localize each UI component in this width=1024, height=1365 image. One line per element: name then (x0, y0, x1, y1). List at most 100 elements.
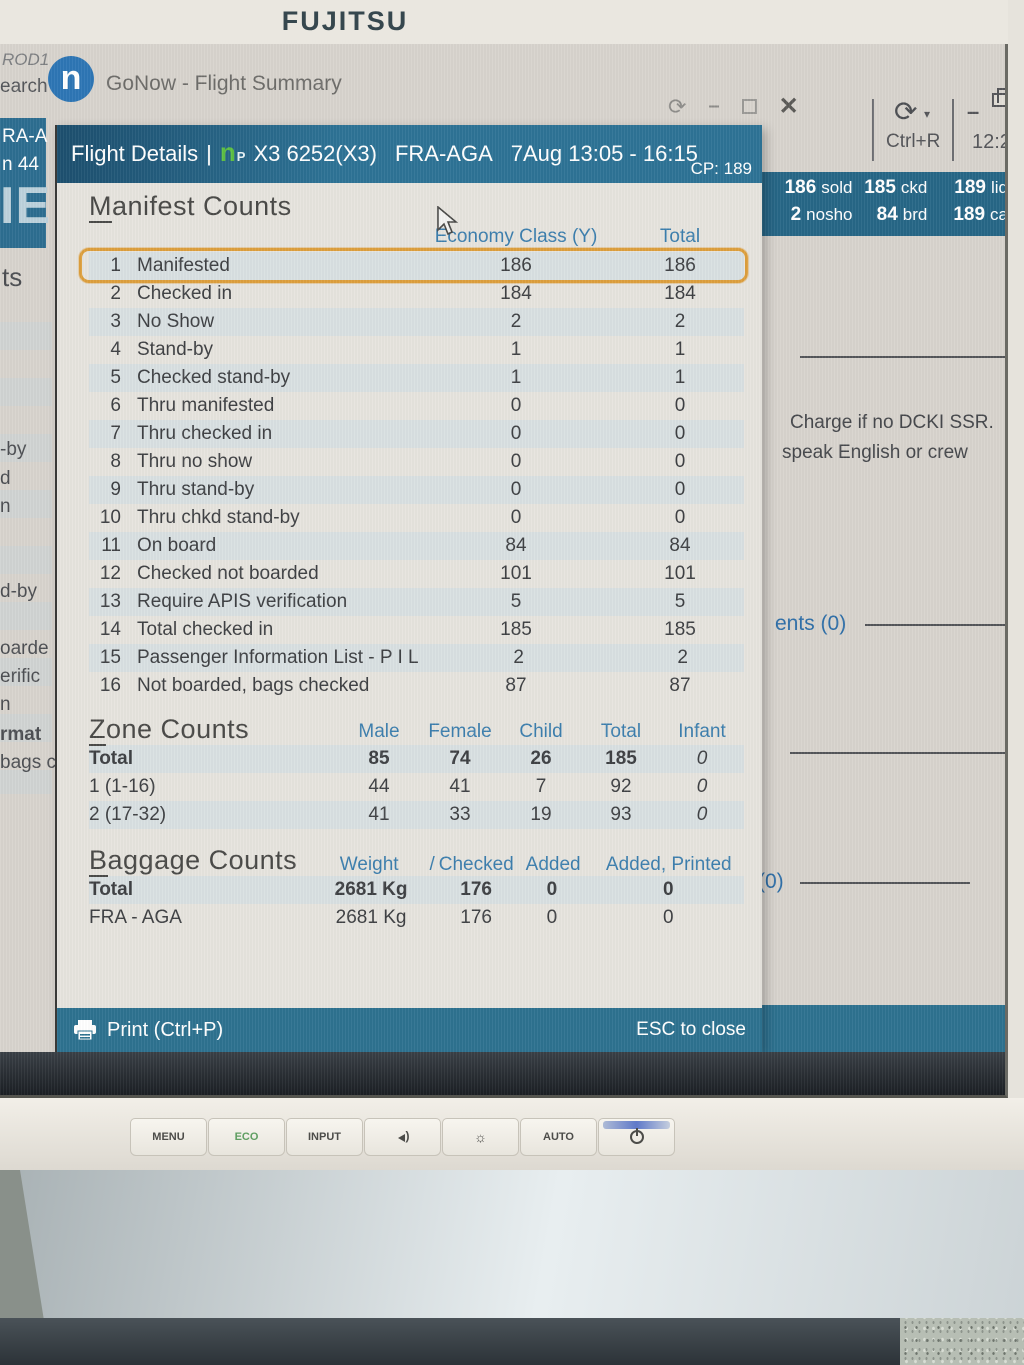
dialog-header: Flight Details | n P X3 6252(X3) FRA-AGA… (57, 125, 762, 183)
table-row: 16 Not boarded, bags checked 87 87 (99, 675, 691, 696)
minimize-icon[interactable]: – (708, 95, 720, 117)
bg-fragment: bags c (0, 752, 56, 773)
stat-value: 186 (784, 177, 817, 198)
bg-fragment: earch (0, 76, 48, 97)
table-row: Total 85 74 26 185 0 (89, 745, 744, 773)
table-row: 7 Thru checked in 0 0 (89, 420, 744, 448)
monitor-brand-logo: FUJITSU (281, 6, 409, 36)
close-icon[interactable]: ✕ (778, 93, 799, 120)
table-row: 10 Thru chkd stand-by 0 0 (99, 507, 686, 528)
table-row: 5 Checked stand-by 1 1 (89, 364, 744, 392)
stat-value: 189 (953, 204, 986, 225)
col-total: Total (600, 721, 642, 742)
col-infant: Infant (678, 721, 726, 742)
printer-icon (74, 1020, 96, 1041)
dialog-title: Flight Details (71, 141, 199, 166)
monitor-volume-button (364, 1118, 441, 1156)
bg-zero-link[interactable]: (0) (758, 870, 784, 893)
bg-fragment: n (0, 694, 11, 715)
col-female: Female (428, 721, 492, 742)
flight-route: FRA-AGA (394, 141, 493, 166)
monitor-eco-button: ECO (208, 1118, 285, 1156)
zone-counts-section: Zone Counts Male Female Child Total Infa… (89, 714, 744, 829)
separator (872, 99, 874, 161)
power-icon (629, 1128, 644, 1144)
table-row: 4 Stand-by 1 1 (110, 339, 686, 360)
clock: 12:2 (972, 131, 1008, 153)
table-row: 14 Total checked in 185 185 (99, 619, 696, 640)
bg-fragment: oarde (0, 638, 49, 659)
refresh-shortcut-label: Ctrl+R (886, 131, 941, 152)
screen: ROD1 earch RA-A n 44 IE ts -by d n d-by … (0, 44, 1008, 1098)
stat-label: nosho (806, 205, 853, 224)
table-row: 2 (17-32) 41 33 19 93 0 (89, 801, 744, 829)
refresh-icon[interactable]: ⟳ (668, 93, 687, 119)
airline-logo-sub: P (236, 149, 246, 164)
cp-count: CP: 189 (690, 159, 752, 178)
stat-label: sold (821, 178, 853, 197)
stat-label: ckd (900, 178, 928, 197)
bg-fragment: erific (0, 666, 41, 687)
monitor-bezel-top: FUJITSU (0, 0, 1024, 44)
col-slash: / (429, 854, 435, 875)
col-added-printed: Added, Printed (605, 854, 732, 875)
bg-note-line: Charge if no DCKI SSR. (790, 412, 994, 433)
stat-value: 185 (864, 177, 896, 198)
flight-datetime: 7Aug 13:05 - 16:15 (510, 141, 698, 166)
screen-dark-band (0, 1052, 1005, 1095)
monitor-brightness-button: ☼ (442, 1118, 519, 1156)
bg-fragment: ts (2, 262, 23, 292)
divider (790, 752, 1005, 754)
separator: | (206, 141, 212, 166)
divider (865, 624, 1005, 626)
background-bottom-bar (762, 1005, 1005, 1052)
baggage-counts-heading: Baggage Counts (89, 845, 298, 877)
col-male: Male (358, 721, 400, 742)
monitor-stand-base (20, 1170, 1024, 1318)
monitor-button-strip: MENU ECO INPUT ☼ AUTO (130, 1118, 676, 1156)
bg-fragment: ROD1 (2, 50, 50, 69)
table-row: 13 Require APIS verification 5 5 (89, 588, 744, 616)
bg-fragment: rmat (0, 724, 42, 745)
separator (952, 99, 954, 161)
volume-icon (397, 1129, 410, 1143)
background-row-stripes (0, 294, 52, 794)
table-row: 1 (1-16) 44 41 7 92 0 (89, 776, 708, 797)
dialog-footer: Print (Ctrl+P) ESC to close (57, 1008, 762, 1052)
bg-fragment: d-by (0, 581, 37, 602)
manifest-header-row: Economy Class (Y) Total (89, 222, 744, 252)
divider (800, 356, 1005, 358)
stat-value: 189 (954, 177, 986, 198)
table-row: 2 Checked in 184 184 (110, 283, 696, 304)
monitor-menu-button: MENU (130, 1118, 207, 1156)
monitor-auto-button: AUTO (520, 1118, 597, 1156)
stat-label: brd (902, 205, 928, 224)
stat-value: 84 (876, 204, 898, 225)
bg-ents-link[interactable]: ents (0) (775, 612, 847, 635)
chevron-down-icon[interactable]: ▾ (924, 107, 931, 121)
window-controls: ⟳ – ✕ (668, 92, 799, 121)
refresh-icon[interactable]: ⟳ (894, 96, 918, 127)
table-row: 3 No Show 2 2 (89, 308, 744, 336)
col-added: Added (525, 854, 581, 875)
minimize-icon[interactable]: – (967, 99, 980, 124)
airline-logo-icon: n (219, 137, 236, 167)
print-button[interactable]: Print (Ctrl+P) (73, 1019, 223, 1042)
bg-note-line: speak English or crew (782, 442, 968, 463)
stat-label: lid (990, 178, 1008, 197)
bg-fragment: -by (0, 439, 27, 460)
bg-fragment: RA-A (2, 126, 48, 147)
bg-fragment: IE (0, 177, 52, 235)
desk-edge (0, 1318, 900, 1365)
table-row: FRA - AGA 2681 Kg 176 0 0 (89, 907, 674, 928)
background-toolbar: ⟳ ▾ Ctrl+R – 12:2 (872, 88, 1008, 169)
table-row: 1 Manifested 186 186 (89, 252, 744, 280)
brightness-icon: ☼ (474, 1129, 487, 1145)
restore-icon[interactable] (992, 88, 1005, 107)
stat-label: ca (990, 205, 1008, 224)
table-row: 8 Thru no show 0 0 (110, 451, 686, 472)
maximize-icon[interactable] (741, 99, 757, 114)
background-left-teal-panel (0, 118, 46, 248)
dialog-body: Manifest Counts Economy Class (Y) Total … (57, 183, 762, 1008)
bg-fragment: n (0, 496, 11, 517)
